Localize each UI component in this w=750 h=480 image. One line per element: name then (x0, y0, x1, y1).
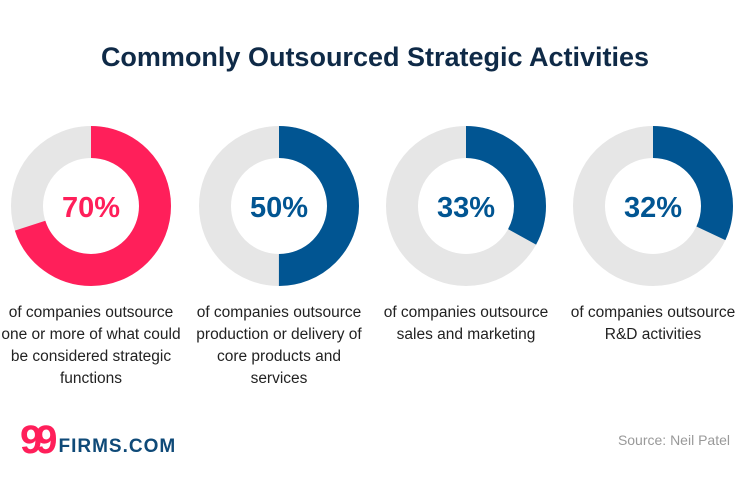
percent-label: 70% (62, 192, 120, 224)
donut-slice (11, 126, 171, 286)
donut-description: of companies outsource R&D activities (570, 304, 736, 343)
chart-title: Commonly Outsourced Strategic Activities (100, 42, 650, 72)
percent-label: 50% (250, 192, 308, 224)
donut-chart-2: 50% (199, 126, 359, 286)
donut-chart-1: 70% (11, 126, 171, 286)
donut-slice (386, 126, 546, 286)
source-note: Source: Neil Patel (617, 432, 730, 448)
donut-description: of companies outsource production or del… (196, 304, 362, 387)
donut-slice (199, 126, 359, 286)
donut-description: of companies outsource sales and marketi… (383, 304, 549, 343)
logo-mark: 99 (20, 418, 57, 462)
donut-chart-3: 33% (386, 126, 546, 286)
logo: 99 FIRMS.COM (20, 418, 177, 462)
percent-label: 32% (624, 192, 682, 224)
donut-description: of companies outsource one or more of wh… (1, 304, 181, 387)
logo-text: FIRMS.COM (58, 436, 177, 457)
percent-label: 33% (437, 192, 495, 224)
donut-slice (573, 126, 733, 286)
donut-chart-4: 32% (573, 126, 733, 286)
